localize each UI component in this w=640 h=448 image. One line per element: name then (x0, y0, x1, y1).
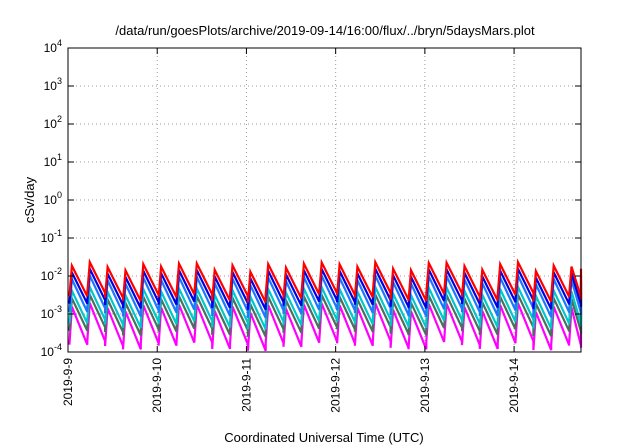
y-tick-label: 10-4 (41, 342, 62, 359)
chart-title: /data/run/goesPlots/archive/2019-09-14/1… (115, 23, 535, 38)
series-line (68, 302, 583, 352)
y-tick-label: 102 (44, 114, 62, 131)
x-tick-label: 2019-9-9 (61, 358, 75, 406)
series-layer (68, 258, 583, 352)
y-tick-label: 10-2 (41, 266, 62, 283)
x-tick-label: 2019-9-10 (150, 358, 164, 413)
series-line (68, 271, 583, 319)
x-tick-label: 2019-9-12 (329, 358, 343, 413)
x-tick-label: 2019-9-14 (507, 358, 521, 413)
y-axis-label: cSv/day (22, 176, 37, 223)
y-tick-label: 10-1 (41, 228, 62, 245)
ticks: 10-4 10-3 10-2 10-1 100 101 102 103 104 2019-9-9 2… (41, 38, 581, 413)
series-line (68, 282, 583, 330)
series-line (68, 264, 583, 311)
y-tick-label: 101 (44, 152, 62, 169)
x-axis-label: Coordinated Universal Time (UTC) (224, 430, 423, 445)
y-tick-label: 100 (44, 190, 62, 207)
series-line (68, 258, 583, 303)
x-tick-label: 2019-9-11 (239, 358, 253, 412)
x-tick-label: 2019-9-13 (418, 358, 432, 413)
series-line (68, 290, 583, 338)
y-tick-label: 10-3 (41, 304, 62, 321)
y-tick-label: 103 (44, 76, 62, 93)
y-tick-label: 104 (44, 38, 62, 55)
